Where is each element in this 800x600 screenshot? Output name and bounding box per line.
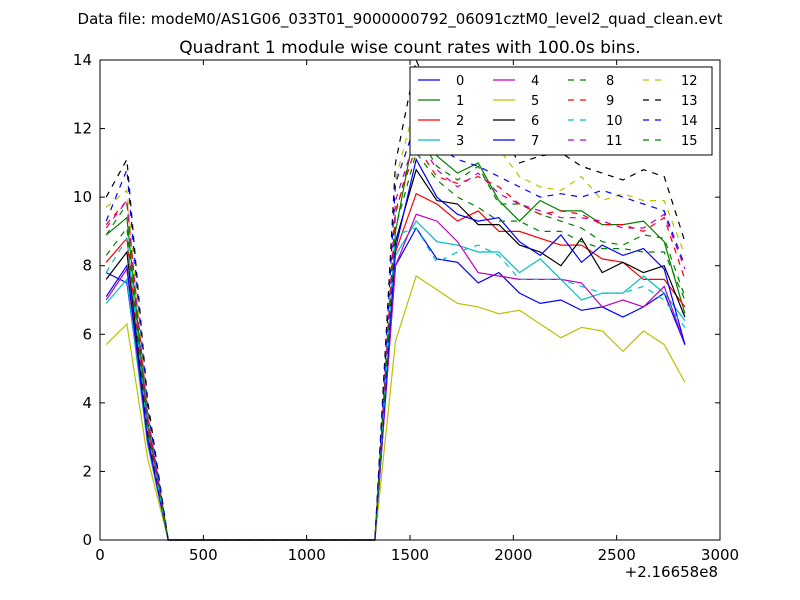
x-tick-label: 0 xyxy=(95,546,105,564)
series-line-6 xyxy=(105,168,686,541)
legend-label-9: 9 xyxy=(606,94,614,109)
legend-label-13: 13 xyxy=(681,94,698,109)
legend-label-14: 14 xyxy=(681,114,698,129)
series-line-12 xyxy=(105,99,686,541)
legend-label-1: 1 xyxy=(456,94,464,109)
legend-label-7: 7 xyxy=(531,134,539,149)
x-tick-label: 2500 xyxy=(598,546,636,564)
y-tick-label: 12 xyxy=(73,120,92,138)
series-line-10 xyxy=(105,227,686,541)
legend-label-6: 6 xyxy=(531,114,539,129)
y-tick-label: 6 xyxy=(82,325,92,343)
legend-label-10: 10 xyxy=(606,114,623,129)
legend-label-12: 12 xyxy=(681,74,698,89)
x-tick-label: 500 xyxy=(189,546,218,564)
series-line-8 xyxy=(105,130,686,541)
chart-suptitle: Data file: modeM0/AS1G06_033T01_90000007… xyxy=(78,10,723,29)
legend-label-11: 11 xyxy=(606,134,623,149)
legend-label-3: 3 xyxy=(456,134,464,149)
series-line-4 xyxy=(105,213,686,541)
legend-label-2: 2 xyxy=(456,114,464,129)
x-tick-label: 1000 xyxy=(288,546,326,564)
legend-box xyxy=(409,66,713,156)
series-line-5 xyxy=(105,275,686,541)
legend-label-15: 15 xyxy=(681,134,698,149)
y-tick-label: 4 xyxy=(82,394,92,412)
series-line-0 xyxy=(105,226,686,541)
x-axis-offset-label: +2.16658e8 xyxy=(625,563,718,581)
x-tick-label: 2000 xyxy=(494,546,532,564)
legend-label-0: 0 xyxy=(456,74,464,89)
series-line-14 xyxy=(105,120,686,541)
legend-label-5: 5 xyxy=(531,94,539,109)
y-tick-label: 14 xyxy=(73,51,92,69)
y-tick-label: 2 xyxy=(82,462,92,480)
legend-label-8: 8 xyxy=(606,74,614,89)
chart-title: Quadrant 1 module wise count rates with … xyxy=(179,38,640,58)
series-line-1 xyxy=(105,120,686,541)
y-tick-label: 8 xyxy=(82,257,92,275)
y-tick-label: 0 xyxy=(82,531,92,549)
x-tick-label: 1500 xyxy=(391,546,429,564)
x-tick-label: 3000 xyxy=(701,546,739,564)
y-tick-label: 10 xyxy=(73,188,92,206)
legend-label-4: 4 xyxy=(531,74,539,89)
series-line-15 xyxy=(105,151,686,541)
